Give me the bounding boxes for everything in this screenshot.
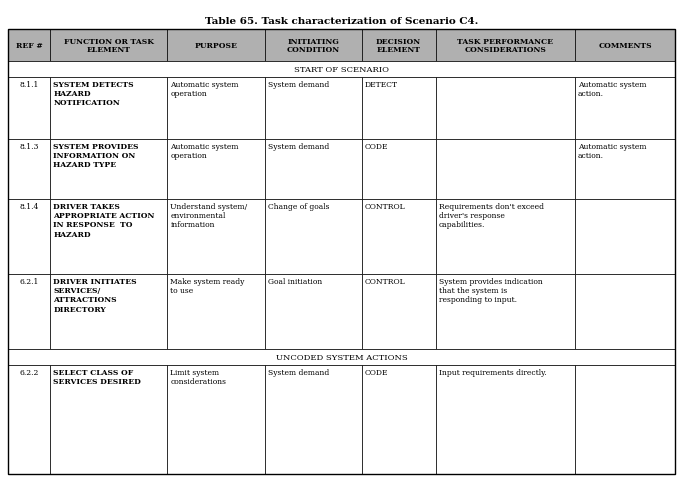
Bar — [8, 78, 51, 140]
Text: Input requirements directly.: Input requirements directly. — [438, 368, 546, 376]
Bar — [265, 274, 361, 349]
Bar — [167, 365, 265, 474]
Text: INITIATING
CONDITION: INITIATING CONDITION — [287, 38, 340, 54]
Bar — [361, 78, 436, 140]
Bar — [361, 140, 436, 199]
Bar — [575, 140, 675, 199]
Text: 8.1.4: 8.1.4 — [19, 203, 39, 211]
Text: Automatic system
operation: Automatic system operation — [170, 81, 239, 98]
Bar — [8, 62, 675, 78]
Bar — [361, 199, 436, 274]
Bar — [8, 199, 51, 274]
Text: CONTROL: CONTROL — [365, 277, 405, 286]
Bar — [575, 30, 675, 62]
Bar — [436, 30, 575, 62]
Bar — [575, 365, 675, 474]
Bar — [265, 78, 361, 140]
Bar — [265, 30, 361, 62]
Bar — [51, 199, 167, 274]
Text: START OF SCENARIO: START OF SCENARIO — [294, 66, 389, 74]
Text: 6.2.1: 6.2.1 — [19, 277, 39, 286]
Text: 8.1.1: 8.1.1 — [19, 81, 39, 89]
Text: Requirements don't exceed
driver's response
capabilities.: Requirements don't exceed driver's respo… — [438, 203, 544, 229]
Text: Understand system/
environmental
information: Understand system/ environmental informa… — [170, 203, 248, 229]
Bar — [8, 349, 675, 365]
Text: 6.2.2: 6.2.2 — [19, 368, 39, 376]
Bar — [575, 78, 675, 140]
Bar — [167, 199, 265, 274]
Bar — [167, 274, 265, 349]
Text: Make system ready
to use: Make system ready to use — [170, 277, 245, 295]
Bar — [8, 30, 51, 62]
Bar — [436, 274, 575, 349]
Text: PURPOSE: PURPOSE — [195, 42, 238, 50]
Text: Table 65. Task characterization of Scenario C4.: Table 65. Task characterization of Scena… — [205, 17, 478, 26]
Bar — [51, 30, 167, 62]
Text: FUNCTION OR TASK
ELEMENT: FUNCTION OR TASK ELEMENT — [64, 38, 154, 54]
Text: DECISION
ELEMENT: DECISION ELEMENT — [376, 38, 421, 54]
Text: 8.1.3: 8.1.3 — [19, 143, 39, 151]
Text: TASK PERFORMANCE
CONSIDERATIONS: TASK PERFORMANCE CONSIDERATIONS — [458, 38, 553, 54]
Bar — [361, 365, 436, 474]
Text: DETECT: DETECT — [365, 81, 398, 89]
Bar — [51, 78, 167, 140]
Bar — [8, 365, 51, 474]
Bar — [167, 140, 265, 199]
Text: System demand: System demand — [268, 368, 329, 376]
Text: CONTROL: CONTROL — [365, 203, 405, 211]
Bar — [51, 140, 167, 199]
Bar — [265, 365, 361, 474]
Bar — [265, 140, 361, 199]
Text: UNCODED SYSTEM ACTIONS: UNCODED SYSTEM ACTIONS — [276, 353, 407, 361]
Bar — [51, 274, 167, 349]
Text: CODE: CODE — [365, 143, 388, 151]
Text: SYSTEM PROVIDES
INFORMATION ON
HAZARD TYPE: SYSTEM PROVIDES INFORMATION ON HAZARD TY… — [53, 143, 139, 169]
Bar — [436, 78, 575, 140]
Text: CODE: CODE — [365, 368, 388, 376]
Bar — [575, 199, 675, 274]
Text: SYSTEM DETECTS
HAZARD
NOTIFICATION: SYSTEM DETECTS HAZARD NOTIFICATION — [53, 81, 134, 107]
Text: COMMENTS: COMMENTS — [598, 42, 652, 50]
Text: System demand: System demand — [268, 143, 329, 151]
Bar — [436, 199, 575, 274]
Bar — [361, 30, 436, 62]
Bar — [436, 365, 575, 474]
Bar — [436, 140, 575, 199]
Bar — [265, 199, 361, 274]
Text: Automatic system
action.: Automatic system action. — [578, 143, 646, 160]
Bar — [167, 30, 265, 62]
Text: Automatic system
action.: Automatic system action. — [578, 81, 646, 98]
Text: DRIVER TAKES
APPROPRIATE ACTION
IN RESPONSE  TO
HAZARD: DRIVER TAKES APPROPRIATE ACTION IN RESPO… — [53, 203, 154, 238]
Text: Goal initiation: Goal initiation — [268, 277, 322, 286]
Bar — [575, 274, 675, 349]
Text: Limit system
considerations: Limit system considerations — [170, 368, 226, 385]
Bar — [361, 274, 436, 349]
Bar — [51, 365, 167, 474]
Bar — [167, 78, 265, 140]
Text: SELECT CLASS OF
SERVICES DESIRED: SELECT CLASS OF SERVICES DESIRED — [53, 368, 141, 385]
Text: System provides indication
that the system is
responding to input.: System provides indication that the syst… — [438, 277, 542, 304]
Text: Automatic system
operation: Automatic system operation — [170, 143, 239, 160]
Text: Change of goals: Change of goals — [268, 203, 330, 211]
Text: System demand: System demand — [268, 81, 329, 89]
Bar — [8, 274, 51, 349]
Text: REF #: REF # — [16, 42, 42, 50]
Text: DRIVER INITIATES
SERVICES/
ATTRACTIONS
DIRECTORY: DRIVER INITIATES SERVICES/ ATTRACTIONS D… — [53, 277, 137, 313]
Bar — [8, 140, 51, 199]
